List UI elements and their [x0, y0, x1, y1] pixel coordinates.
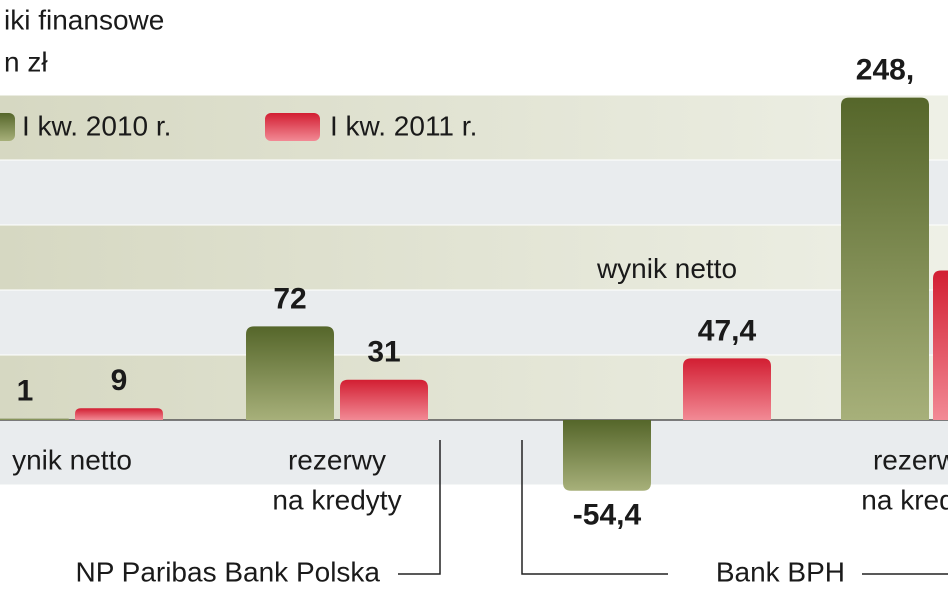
- grid-band: [0, 160, 948, 225]
- legend-label: I kw. 2010 r.: [22, 110, 171, 141]
- bar: [683, 358, 771, 420]
- chart-title: iki finansowe: [4, 4, 164, 35]
- x-tick-label: rezerwy: [288, 444, 386, 475]
- chart-subtitle: n zł: [4, 46, 48, 77]
- x-tick-label: na kredyty: [272, 484, 401, 515]
- bracket: [521, 440, 668, 575]
- bar: [563, 420, 651, 491]
- bar: [340, 379, 428, 420]
- value-label: 248,: [856, 54, 914, 87]
- bar: [841, 97, 929, 420]
- grid-band: [0, 95, 948, 160]
- legend-swatch: [265, 113, 320, 141]
- grid-band: [0, 225, 948, 290]
- legend-label: I kw. 2011 r.: [330, 110, 477, 141]
- x-tick-label: wynik netto: [596, 253, 737, 284]
- value-label: 31: [367, 336, 400, 369]
- bar: [0, 418, 69, 420]
- group-label: Bank BPH: [716, 556, 845, 587]
- x-tick-label: na kredy: [861, 484, 948, 515]
- value-label: 1: [17, 375, 34, 408]
- value-label: 47,4: [698, 314, 757, 347]
- x-tick-label: ynik netto: [12, 444, 132, 475]
- value-label: 72: [273, 282, 306, 315]
- grid-band: [0, 420, 948, 485]
- legend-swatch: [0, 113, 15, 141]
- value-label: 9: [111, 364, 128, 397]
- value-label: -54,4: [573, 499, 642, 532]
- group-label: NP Paribas Bank Polska: [75, 556, 380, 587]
- bracket: [398, 440, 441, 575]
- bar: [75, 408, 163, 420]
- bar: [933, 270, 948, 420]
- x-tick-label: rezerw: [873, 444, 948, 475]
- bar: [246, 326, 334, 420]
- grid-band: [0, 290, 948, 355]
